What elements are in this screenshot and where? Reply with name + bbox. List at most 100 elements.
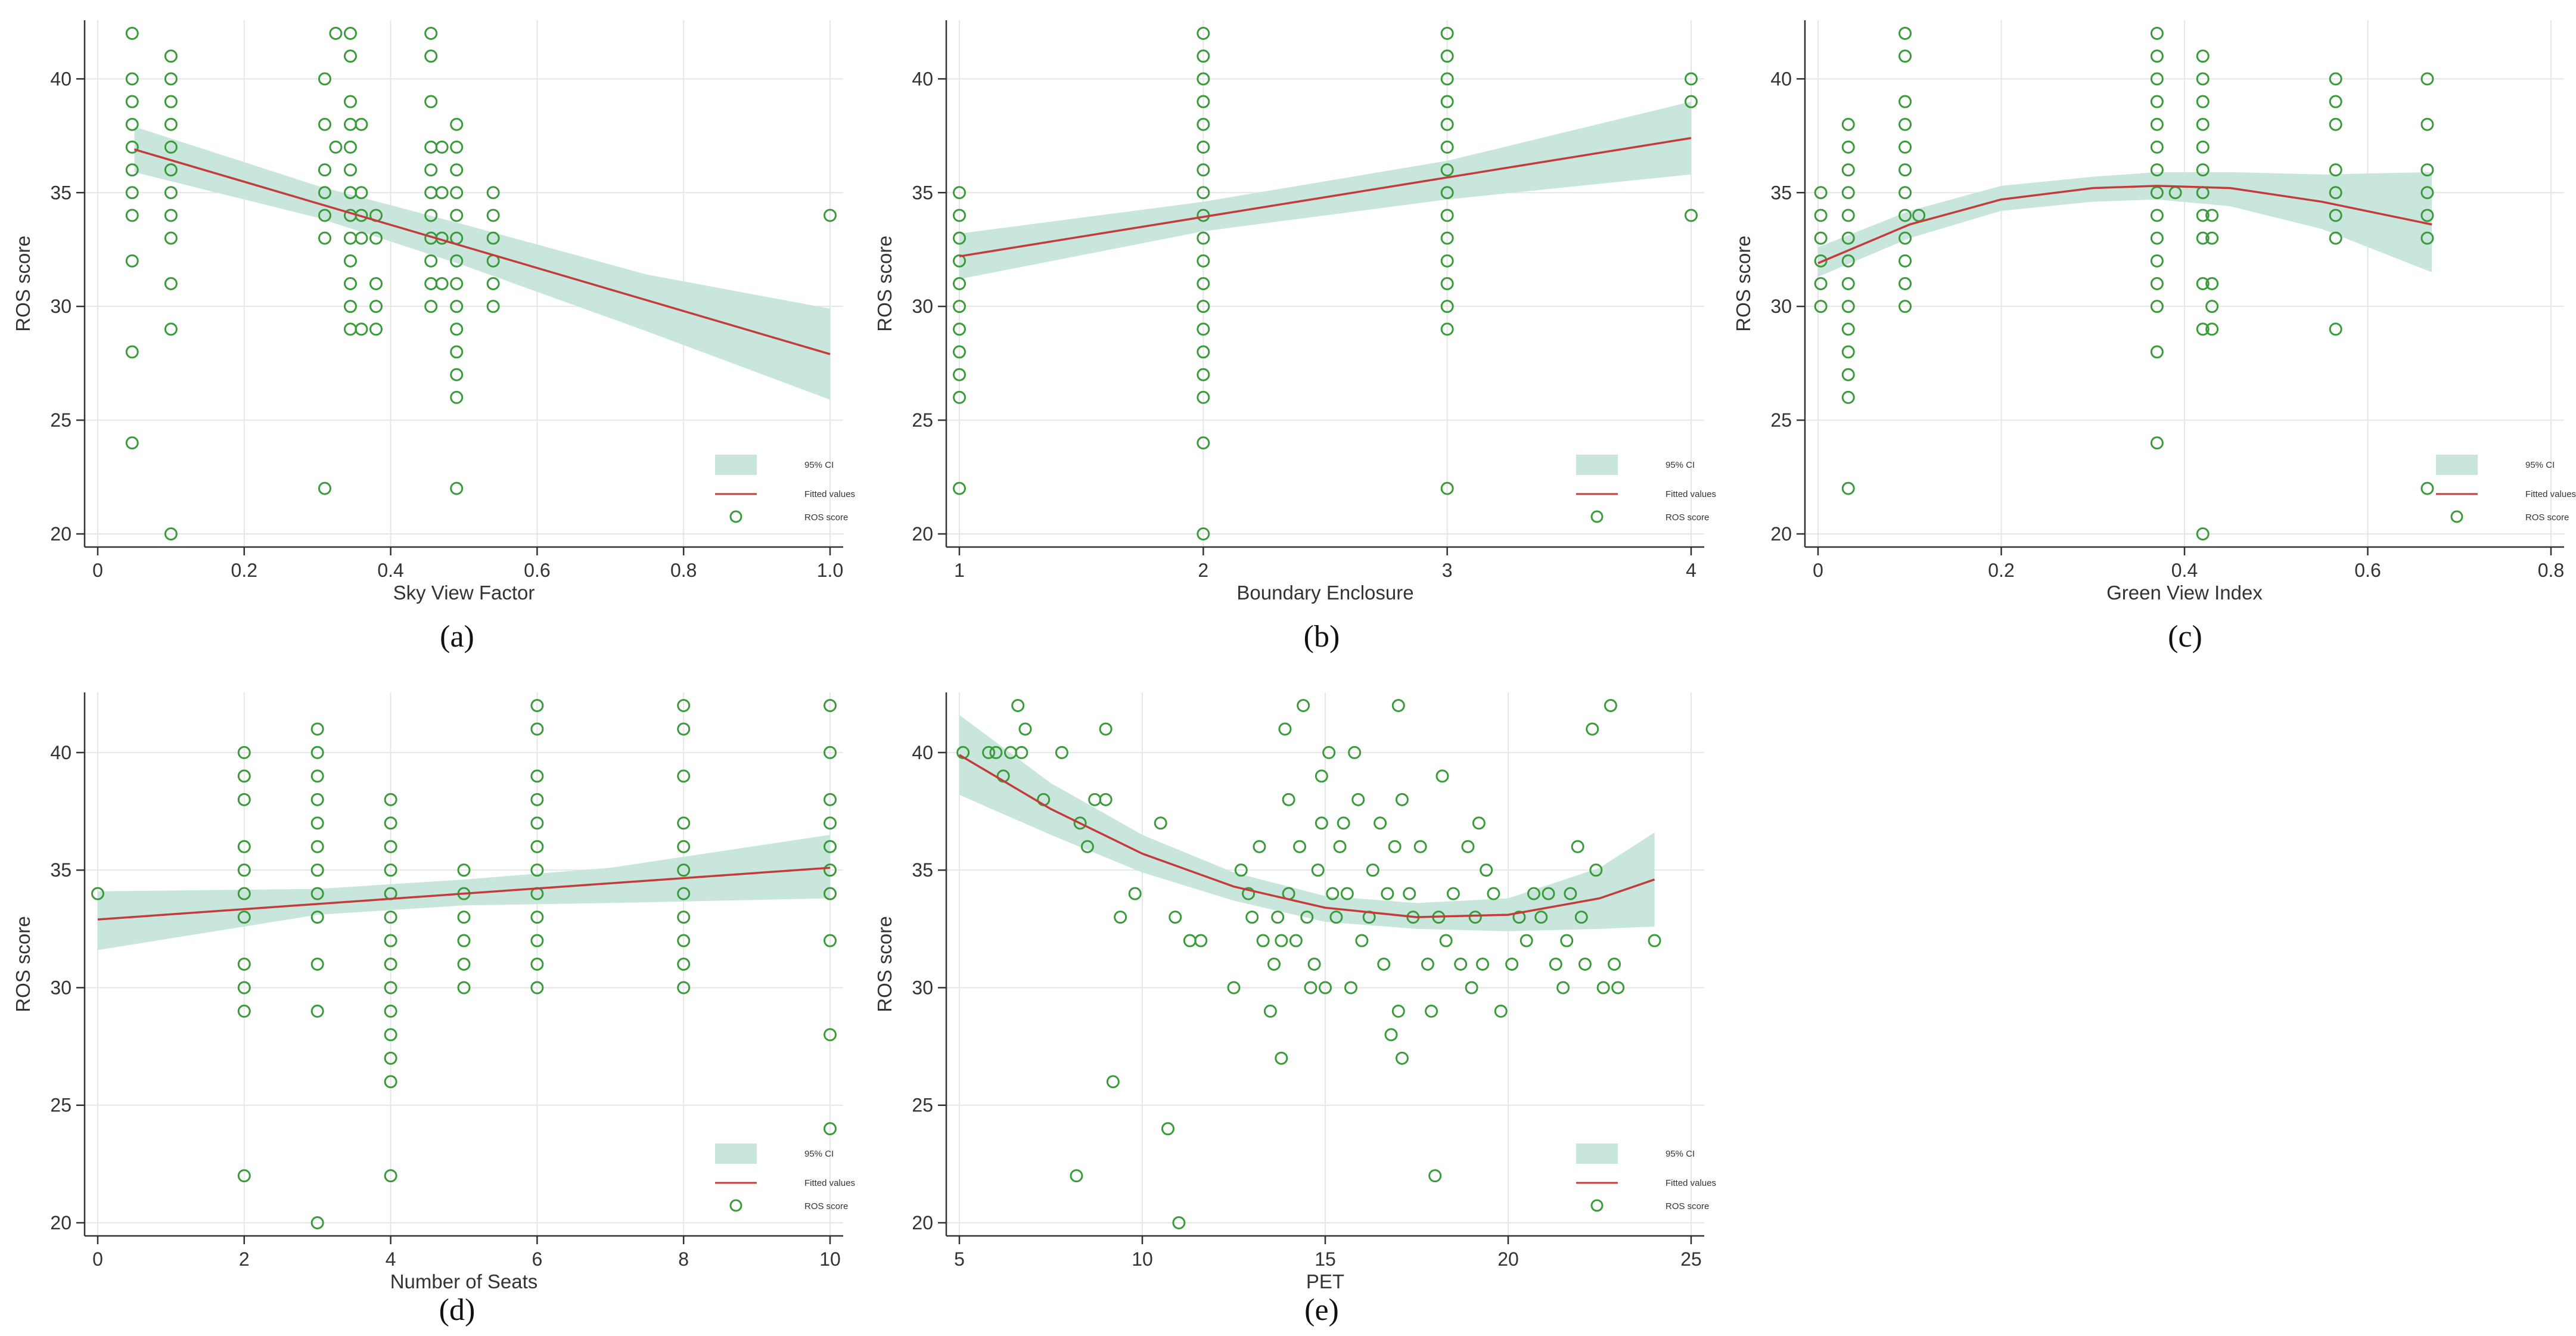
data-point [530, 769, 544, 783]
data-point [384, 793, 397, 806]
data-point [125, 95, 139, 108]
fitted-line [959, 754, 1655, 918]
data-point [2420, 481, 2434, 495]
data-point [237, 1169, 251, 1183]
y-tick-label: 30 [50, 977, 72, 998]
data-point [824, 816, 837, 830]
data-point [329, 140, 343, 154]
data-point [237, 793, 251, 806]
data-point [530, 934, 544, 947]
data-point [1344, 981, 1357, 995]
data-point [1440, 186, 1454, 200]
x-axis-title: Green View Index [2106, 582, 2263, 604]
data-point [953, 345, 966, 359]
data-point [424, 277, 438, 290]
data-point [384, 1169, 397, 1183]
data-point [450, 140, 464, 154]
data-point [1099, 793, 1113, 806]
data-point [1440, 95, 1454, 108]
x-tick-label: 0 [92, 1248, 103, 1270]
data-point [1055, 745, 1068, 759]
x-tick-label: 0.8 [670, 560, 697, 581]
data-point [450, 277, 464, 290]
data-point [424, 95, 438, 108]
data-point [2329, 163, 2342, 177]
x-tick-label: 0.2 [231, 560, 257, 581]
data-point [1512, 911, 1526, 924]
data-point [1395, 793, 1409, 806]
data-point [2196, 140, 2210, 154]
data-point [318, 72, 331, 86]
data-point [1275, 934, 1288, 947]
data-point [1440, 254, 1454, 268]
y-tick-label: 20 [50, 523, 72, 545]
data-point [1403, 887, 1416, 900]
data-point [1520, 934, 1533, 947]
data-point [1841, 186, 1855, 200]
legend-label-marker: ROS score [804, 1201, 848, 1211]
legend-swatch-ci [1576, 455, 1618, 475]
data-point [164, 322, 178, 336]
data-point [457, 911, 471, 924]
data-point [450, 390, 464, 404]
data-point [1534, 911, 1548, 924]
data-point [2196, 117, 2210, 131]
data-point [1440, 117, 1454, 131]
data-point [435, 277, 449, 290]
data-point [384, 1051, 397, 1065]
data-point [2205, 322, 2219, 336]
data-point [344, 27, 358, 40]
data-point [1197, 300, 1210, 313]
data-point [1841, 322, 1855, 336]
data-point [1275, 1051, 1288, 1065]
data-point [1278, 722, 1292, 736]
x-tick-label: 4 [1686, 560, 1696, 581]
data-point [1685, 209, 1698, 222]
data-point [1348, 745, 1362, 759]
data-point [1814, 300, 1828, 313]
x-axis-title: Sky View Factor [393, 582, 535, 604]
ci-band [959, 101, 1691, 279]
data-point [2196, 209, 2210, 222]
data-point [1898, 27, 1912, 40]
data-point [384, 816, 397, 830]
data-point [1329, 911, 1343, 924]
legend-label-fit: Fitted values [804, 1178, 855, 1188]
data-point [824, 793, 837, 806]
data-point [450, 345, 464, 359]
data-point [1841, 481, 1855, 495]
data-point [1388, 840, 1402, 853]
data-points [1814, 27, 2434, 540]
data-point [1898, 209, 1912, 222]
data-point [318, 117, 331, 131]
data-point [2150, 231, 2164, 245]
data-point [2150, 27, 2164, 40]
data-point [1271, 911, 1285, 924]
data-point [1814, 186, 1828, 200]
data-point [1578, 958, 1592, 971]
x-tick-label: 25 [1680, 1248, 1702, 1270]
x-tick-label: 15 [1315, 1248, 1336, 1270]
data-point [310, 1216, 324, 1229]
data-point [369, 231, 383, 245]
data-point [424, 49, 438, 63]
data-point [2420, 231, 2434, 245]
data-point [1300, 911, 1314, 924]
data-point [677, 934, 691, 947]
data-point [450, 186, 464, 200]
data-point [1197, 368, 1210, 381]
data-point [1574, 911, 1588, 924]
data-point [1428, 1169, 1442, 1183]
data-point [450, 209, 464, 222]
x-tick-label: 0.8 [2538, 560, 2564, 581]
data-point [2150, 345, 2164, 359]
legend-label-marker: ROS score [1665, 512, 1709, 523]
legend-label-ci: 95% CI [804, 1149, 834, 1159]
data-point [457, 863, 471, 877]
panel-d: 20 25 30 35 40 0 2 4 6 8 10 Number of Seats ROS scor… [12, 692, 855, 1327]
data-point [424, 300, 438, 313]
data-point [2196, 72, 2210, 86]
data-point [369, 277, 383, 290]
data-point [318, 231, 331, 245]
data-point [953, 277, 966, 290]
